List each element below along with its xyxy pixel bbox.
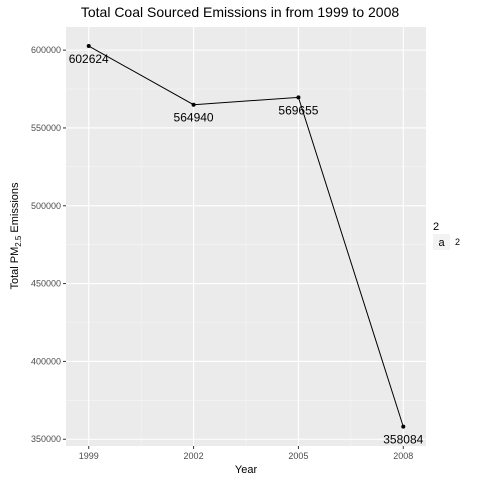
y-tick-label: 350000 [31, 434, 61, 444]
y-axis: 350000 400000 450000 500000 550000 600000 [31, 45, 66, 444]
data-point [296, 95, 300, 99]
legend-key-glyph: a [438, 237, 445, 249]
y-axis-title-subscript: 2.5 [14, 235, 23, 247]
x-axis-title: Year [235, 464, 258, 476]
data-label: 602624 [69, 52, 109, 66]
x-tick-label: 2008 [393, 451, 413, 461]
y-tick-label: 550000 [31, 123, 61, 133]
data-point [87, 44, 91, 48]
x-tick-label: 2005 [288, 451, 308, 461]
y-tick-label: 500000 [31, 201, 61, 211]
x-tick-label: 2002 [184, 451, 204, 461]
x-tick-label: 1999 [79, 451, 99, 461]
y-axis-title-suffix: Emissions [9, 182, 21, 236]
y-tick-label: 600000 [31, 45, 61, 55]
data-point [401, 425, 405, 429]
y-axis-title: Total PM2.5 Emissions [9, 182, 23, 290]
y-axis-title-prefix: Total PM [9, 247, 21, 290]
legend-entry-label: 2 [455, 237, 460, 247]
data-label: 564940 [174, 111, 214, 125]
data-label: 358084 [383, 433, 423, 447]
data-point [192, 103, 196, 107]
x-axis: 1999 2002 2005 2008 [79, 446, 414, 461]
legend: 2 a 2 [433, 221, 460, 250]
data-label: 569655 [278, 103, 318, 117]
y-tick-label: 400000 [31, 356, 61, 366]
chart-title: Total Coal Sourced Emissions in from 199… [81, 4, 399, 20]
legend-title: 2 [433, 221, 439, 233]
y-tick-label: 450000 [31, 279, 61, 289]
